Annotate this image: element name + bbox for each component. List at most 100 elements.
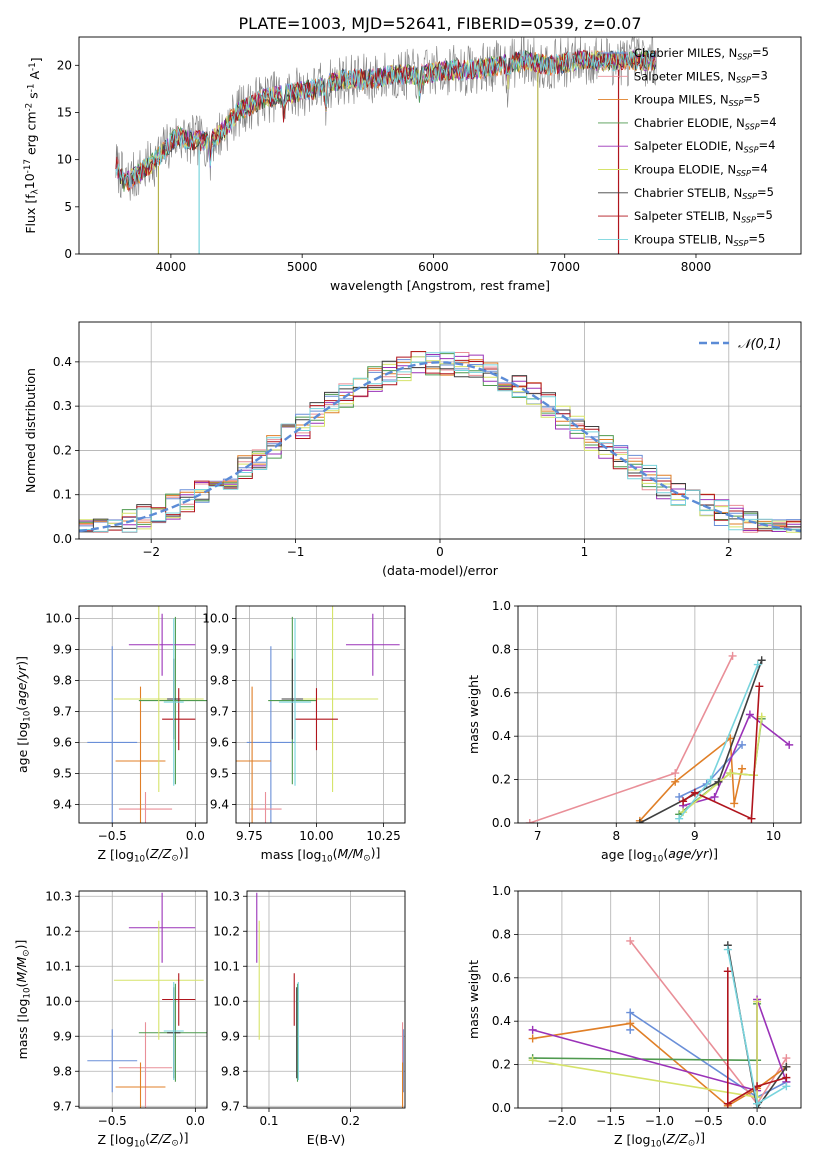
weight-series-salpeter-stelib (723, 967, 791, 1108)
errorbar-salpeter-miles (118, 792, 173, 823)
y-tick-label: 9.7 (53, 704, 72, 718)
x-tick-label: 10 (766, 829, 781, 843)
spectrum-model-kroupa-stelib (115, 48, 657, 188)
x-tick-label: −1.5 (596, 1114, 625, 1128)
y-tick-label: 0.0 (492, 816, 511, 830)
axes-frame (78, 890, 208, 1109)
y-tick-label: 0.8 (492, 927, 511, 941)
legend-label: Chabrier ELODIE, NSSP​=4 (634, 115, 777, 131)
weight-marker (785, 740, 794, 749)
weight-marker (706, 775, 715, 784)
weight-line (682, 716, 763, 813)
y-tick-label: 9.4 (210, 797, 229, 811)
y-tick-label: 9.9 (221, 1029, 240, 1043)
weight-marker (626, 1008, 635, 1017)
x-tick-label: 7 (534, 829, 542, 843)
errorbar-kroupa-elodie (113, 606, 204, 792)
axes-frame (78, 36, 802, 255)
panel-weight_vs_Z: −2.0 −1.5 −1.0 −0.5 0.0 0.0 0.2 0.4 0.6 0.8 1.0 Z [… (466, 884, 802, 1150)
y-tick-label: 0.6 (492, 686, 511, 700)
x-tick-label: 10.25 (366, 829, 400, 843)
errorbar-chabrier-elodie (138, 616, 207, 785)
y-axis-label: mass [log10​(M/M⊙​)] (13, 940, 33, 1060)
weight-marker (675, 792, 684, 801)
weight-marker (671, 777, 680, 786)
axes-frame (517, 605, 802, 824)
y-tick-label: 0.4 (492, 1014, 511, 1028)
weight-marker (730, 799, 739, 808)
x-tick-label: 9.75 (236, 829, 263, 843)
x-axis-label: Z [log10​(Z/Z⊙​)] (614, 1130, 705, 1150)
errorbar-chabrier-stelib (281, 658, 304, 740)
plot-area (87, 606, 207, 823)
weight-line (529, 655, 734, 823)
x-axis-label: (data-model)/error (382, 563, 499, 578)
y-tick-label: 20 (57, 58, 72, 72)
x-tick-label: 0.2 (341, 1114, 360, 1128)
x-axis-label: wavelength [Angstrom, rest frame] (330, 278, 550, 293)
y-tick-label: 9.7 (221, 1099, 240, 1113)
weight-line (682, 713, 790, 807)
weight-marker (714, 777, 723, 786)
x-tick-label: −2.0 (547, 1114, 576, 1128)
x-axis-label: E(B-V) (307, 1132, 346, 1147)
weight-marker (745, 710, 754, 719)
x-axis-label: mass [log10​(M/M⊙​)] (261, 845, 381, 865)
weight-series-chabrier-stelib (635, 656, 766, 823)
panel-spectrum: 4000 5000 6000 7000 8000 0 5 10 15 20 wavelength [… (22, 36, 802, 293)
y-tick-label: 9.7 (210, 704, 229, 718)
y-tick-label: 1.0 (492, 884, 511, 898)
y-tick-label: 9.6 (210, 735, 229, 749)
spectrum-data-line (115, 37, 657, 201)
y-tick-label: 10.3 (45, 889, 72, 903)
y-axis-label: Flux [fλ​10-17​ erg cm-2​ s-1​ A-1​] (22, 57, 44, 233)
weight-line (682, 686, 761, 820)
weight-marker (782, 1082, 791, 1091)
figure-title: PLATE=1003, MJD=52641, FIBERID=0539, z=0… (238, 14, 641, 33)
y-tick-label: 0.1 (53, 488, 72, 502)
legend-label: Salpeter MILES, NSSP​=3 (634, 68, 768, 84)
weight-marker (723, 945, 732, 954)
weight-line (532, 1001, 758, 1099)
weight-marker (626, 1019, 635, 1028)
weight-series-kroupa-stelib (723, 945, 791, 1108)
panel-weight_vs_age: 7 8 9 10 0.0 0.2 0.4 0.6 0.8 1.0 age [log10​(age/y… (466, 599, 802, 865)
errorbar-chabrier-miles (246, 646, 296, 823)
weight-marker (782, 1073, 791, 1082)
histogram-chabrier-stelib (79, 360, 801, 533)
weight-marker (753, 1099, 762, 1108)
y-tick-label: 9.7 (53, 1099, 72, 1113)
y-tick-label: 9.5 (210, 766, 229, 780)
x-tick-label: 5000 (287, 260, 318, 274)
y-tick-label: 0.3 (53, 399, 72, 413)
errorbar-salpeter-stelib (162, 973, 196, 1026)
weight-line (532, 1003, 758, 1062)
weight-marker (738, 740, 747, 749)
weight-marker (728, 651, 737, 660)
errorbar-kroupa-stelib (163, 982, 184, 1080)
legend-label: 𝒩(0,1) (738, 337, 781, 352)
errorbar-kroupa-elodie (113, 920, 204, 1040)
x-tick-label: 0.1 (259, 1114, 278, 1128)
y-tick-label: 0.8 (492, 642, 511, 656)
plot-area (79, 351, 801, 533)
y-tick-label: 0.2 (492, 1058, 511, 1072)
errorbar-chabrier-miles (87, 1029, 138, 1093)
plot-area (87, 892, 207, 1108)
y-tick-label: 0.6 (492, 971, 511, 985)
x-tick-label: 9 (691, 829, 699, 843)
plot-area (236, 606, 400, 823)
gaussian-curve (79, 361, 801, 533)
weight-marker (726, 769, 735, 778)
errorbar-salpeter-elodie (128, 892, 196, 963)
weight-series-kroupa-stelib (675, 660, 762, 823)
x-tick-label: 7000 (549, 260, 580, 274)
panel-residuals: −2 −1 0 1 2 0.0 0.1 0.2 0.3 0.4 (data-model)/error… (23, 321, 802, 578)
plot-area (115, 37, 657, 254)
weight-marker (747, 814, 756, 823)
axes-frame (78, 605, 208, 824)
y-tick-label: 9.8 (53, 673, 72, 687)
weight-marker (738, 764, 747, 773)
x-tick-label: −0.5 (98, 829, 127, 843)
